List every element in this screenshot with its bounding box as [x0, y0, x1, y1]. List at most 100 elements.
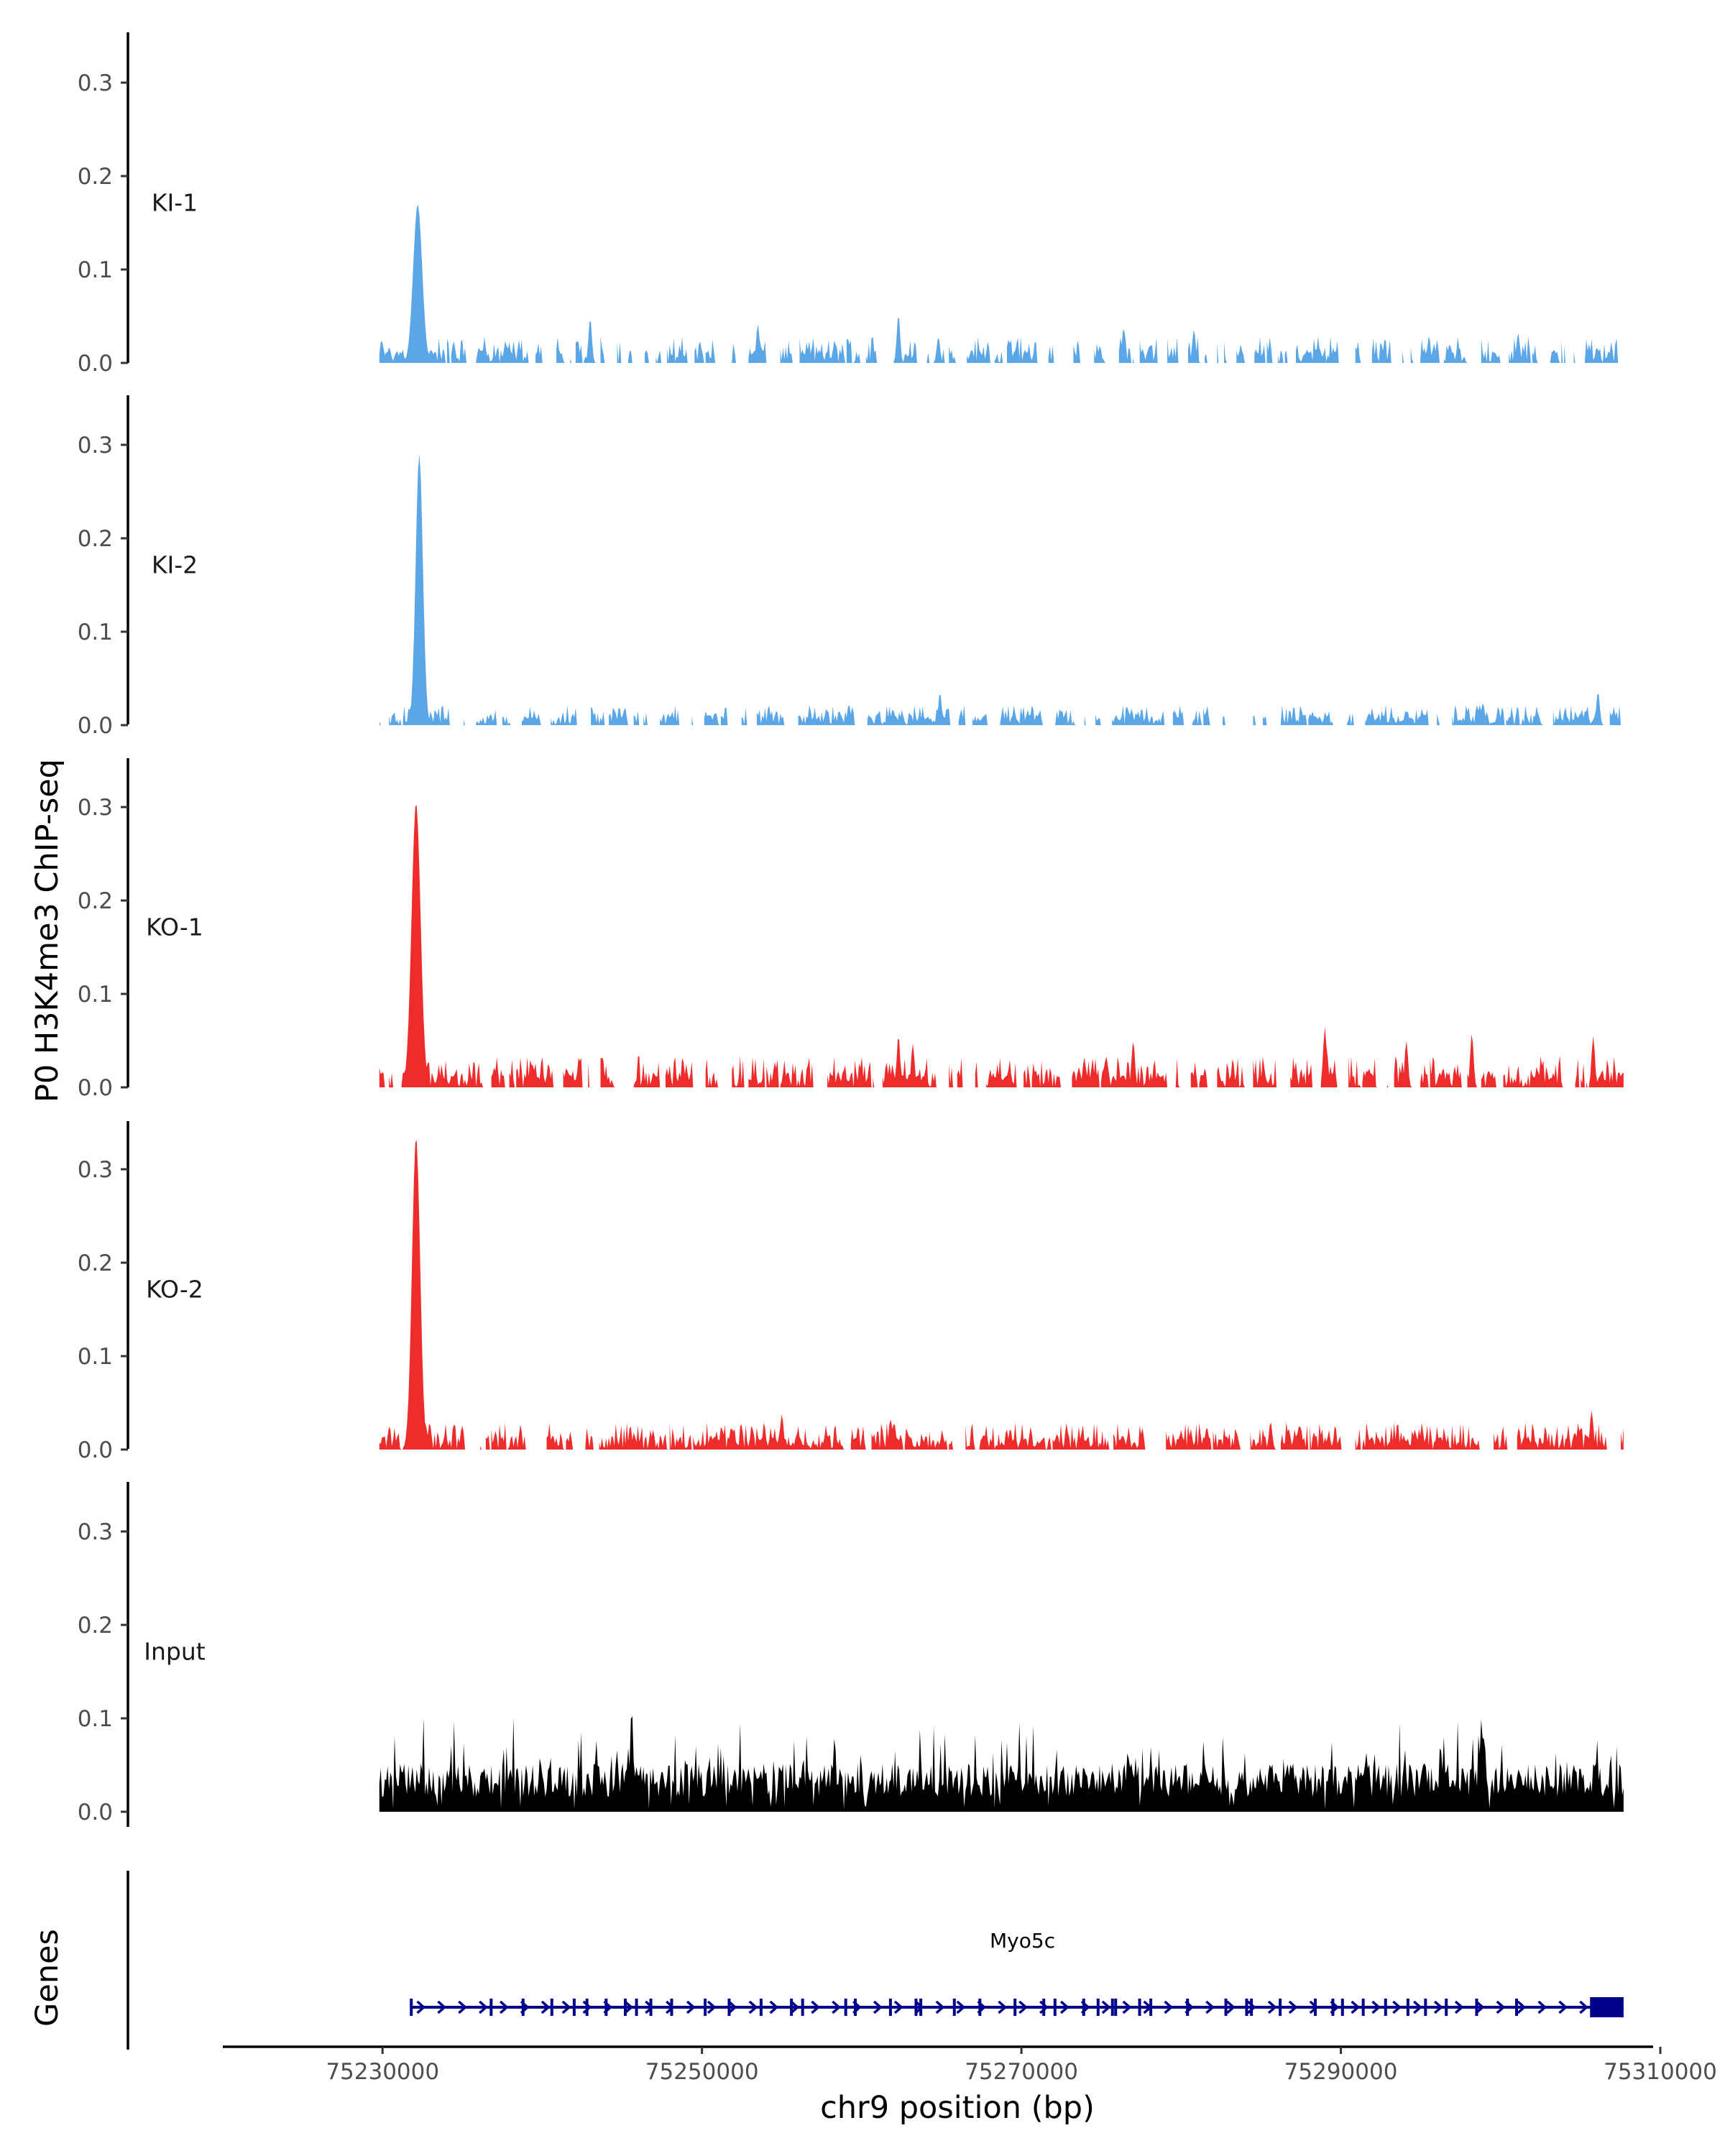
y-tick-label: 0.3	[78, 433, 113, 459]
y-tick-label: 0.2	[78, 1250, 113, 1276]
exon	[410, 1999, 413, 2016]
exon	[1279, 1999, 1282, 2016]
exon	[1331, 1999, 1335, 2016]
y-tick-label: 0.3	[78, 1519, 113, 1545]
exon	[1013, 1999, 1017, 2016]
signal-tracks: 0.00.10.20.3KI-10.00.10.20.3KI-20.00.10.…	[78, 32, 1624, 1827]
x-tick-label: 75230000	[326, 2059, 439, 2085]
y-tick-label: 0.1	[78, 1344, 113, 1370]
exon	[604, 1999, 608, 2016]
track-label: KO-2	[146, 1276, 203, 1304]
strand-arrow	[1122, 2000, 1132, 2014]
track-input: 0.0 0.1 0.2 0.3 Input	[78, 1482, 1624, 1827]
strand-arrow	[1371, 2000, 1381, 2014]
exon	[1361, 1999, 1365, 2016]
exon	[1096, 1999, 1100, 2016]
exon	[624, 1999, 627, 2016]
x-tick-label: 75310000	[1604, 2059, 1717, 2085]
strand-arrow	[1537, 2000, 1547, 2014]
exon	[585, 1999, 589, 2016]
y-tick-label: 0.3	[78, 1157, 113, 1183]
signal-area	[379, 1140, 1624, 1450]
track-label: Input	[144, 1638, 206, 1666]
y-tick-label: 0.3	[78, 70, 113, 96]
strand-arrow	[1413, 2000, 1422, 2014]
gene-name: Myo5c	[990, 1929, 1055, 1953]
exon	[854, 1999, 857, 2016]
exon	[670, 1999, 673, 2016]
exon	[844, 1999, 847, 2016]
strand-arrow	[1579, 2000, 1588, 2014]
strand-arrow	[769, 2000, 779, 2014]
y-tick-label: 0.1	[78, 257, 113, 283]
strand-arrow	[893, 2000, 903, 2014]
strand-arrow	[1288, 2000, 1298, 2014]
exon	[1424, 1999, 1427, 2016]
strand-arrow	[624, 2000, 634, 2014]
strand-arrow	[1475, 2000, 1485, 2014]
y-tick-label: 0.2	[78, 1613, 113, 1639]
strand-arrow	[1059, 2000, 1070, 2014]
exon	[1245, 1999, 1248, 2016]
track-ko-2: 0.0 0.1 0.2 0.3 KO-2	[78, 1121, 1624, 1463]
exon	[727, 1999, 731, 2016]
y-axis-title: P0 H3K4me3 ChIP-seq	[29, 759, 65, 1102]
strand-arrow	[1101, 2000, 1111, 2014]
strand-arrow	[811, 2000, 821, 2014]
strand-arrow	[935, 2000, 945, 2014]
track-label: KI-1	[152, 189, 198, 217]
exon	[1340, 1999, 1344, 2016]
exon	[759, 1999, 763, 2016]
strand-arrow	[1351, 2000, 1361, 2014]
strand-arrow	[998, 2000, 1008, 2014]
track-ki-1: 0.0 0.1 0.2 0.3 KI-1	[78, 32, 1619, 377]
exon	[1186, 1999, 1190, 2016]
exon	[952, 1999, 956, 2016]
genes-axis-title: Genes	[29, 1929, 65, 2027]
exon	[1042, 1999, 1046, 2016]
y-tick-label: 0.1	[78, 619, 113, 645]
exon-block	[1590, 1997, 1624, 2017]
x-tick-label: 75250000	[645, 2059, 759, 2085]
exon	[1515, 1999, 1518, 2016]
exon	[790, 1999, 794, 2016]
x-tick-label: 75290000	[1284, 2059, 1398, 2085]
y-tick-label: 0.0	[78, 1075, 113, 1101]
strand-arrow	[561, 2000, 571, 2014]
strand-arrow	[707, 2000, 717, 2014]
strand-arrow	[1517, 2000, 1527, 2014]
strand-arrow	[1454, 2000, 1464, 2014]
exon	[1384, 1999, 1387, 2016]
y-tick-label: 0.0	[78, 351, 113, 377]
exon	[572, 1999, 576, 2016]
exon	[888, 1999, 892, 2016]
track-label: KI-2	[152, 551, 198, 579]
strand-arrow	[1246, 2000, 1256, 2014]
y-tick-label: 0.0	[78, 1800, 113, 1825]
track-ki-2: 0.0 0.1 0.2 0.3 KI-2	[78, 395, 1621, 739]
strand-arrow	[1392, 2000, 1402, 2014]
strand-arrow	[790, 2000, 800, 2014]
strand-arrow	[1205, 2000, 1215, 2014]
exon	[649, 1999, 653, 2016]
y-tick-label: 0.2	[78, 164, 113, 190]
x-axis: 75230000 75250000 75270000 75290000 75310000	[223, 2045, 1717, 2085]
strand-arrow	[686, 2000, 696, 2014]
exon	[1475, 1999, 1478, 2016]
strand-arrow	[727, 2000, 737, 2014]
exon	[801, 1999, 804, 2016]
strand-arrow	[437, 2000, 447, 2014]
exon	[1138, 1999, 1141, 2016]
gene-panel: Myo5c	[126, 1871, 1624, 2050]
track-ko-1: 0.0 0.1 0.2 0.3 KO-1	[78, 758, 1624, 1101]
strand-arrow	[1496, 2000, 1506, 2014]
exon	[704, 1999, 707, 2016]
strand-arrow	[1267, 2000, 1277, 2014]
y-tick-label: 0.0	[78, 1437, 113, 1463]
exon	[1250, 1999, 1254, 2016]
exon	[1082, 1999, 1085, 2016]
exon	[1224, 1999, 1228, 2016]
x-tick-label: 75270000	[965, 2059, 1078, 2085]
strand-arrow	[1039, 2000, 1049, 2014]
